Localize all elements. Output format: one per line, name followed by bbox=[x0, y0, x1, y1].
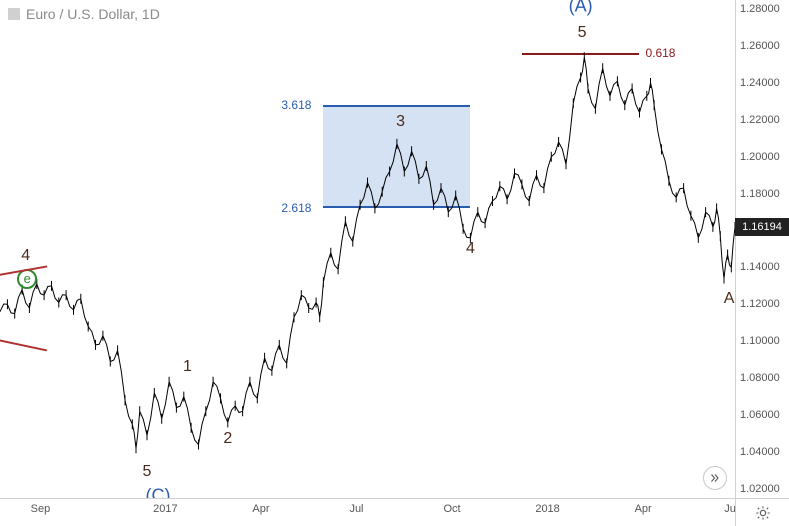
time-tick: Jul bbox=[349, 503, 363, 515]
price-tick: 1.18000 bbox=[740, 188, 780, 200]
chart-settings-button[interactable] bbox=[735, 498, 789, 526]
chart-title-bar: Euro / U.S. Dollar, 1D bbox=[8, 6, 160, 22]
price-tick: 1.12000 bbox=[740, 298, 780, 310]
time-axis[interactable]: Sep2017AprJulOct2018AprJul bbox=[0, 498, 735, 526]
scroll-to-latest-button[interactable] bbox=[703, 466, 727, 490]
wave-label[interactable]: 2 bbox=[223, 430, 232, 448]
time-tick: 2018 bbox=[535, 503, 559, 515]
price-tick: 1.20000 bbox=[740, 151, 780, 163]
wave-label[interactable]: 1 bbox=[183, 358, 192, 376]
wave-label[interactable]: A bbox=[724, 290, 735, 308]
chevron-double-right-icon bbox=[709, 472, 721, 484]
price-tick: 1.14000 bbox=[740, 261, 780, 273]
current-price-badge: 1.16194 bbox=[735, 218, 789, 236]
price-axis[interactable]: 1.02000 1.04000 1.06000 1.08000 1.10000 1.120… bbox=[735, 0, 789, 498]
tradingview-logo-icon bbox=[8, 8, 20, 20]
wave-label[interactable]: 4 bbox=[21, 247, 30, 265]
price-series bbox=[0, 0, 735, 498]
price-tick: 1.08000 bbox=[740, 372, 780, 384]
wave-label[interactable]: 4 bbox=[466, 240, 475, 258]
wave-label[interactable]: (C) bbox=[146, 486, 171, 498]
price-tick: 1.28000 bbox=[740, 3, 780, 15]
wave-label[interactable]: (A) bbox=[569, 0, 593, 16]
price-tick: 1.10000 bbox=[740, 335, 780, 347]
time-tick: Oct bbox=[443, 503, 460, 515]
chart-title: Euro / U.S. Dollar, 1D bbox=[26, 6, 160, 22]
gear-icon bbox=[755, 505, 771, 521]
wave-label[interactable]: 3 bbox=[396, 113, 405, 131]
price-tick: 1.24000 bbox=[740, 77, 780, 89]
price-tick: 1.26000 bbox=[740, 40, 780, 52]
price-tick: 1.04000 bbox=[740, 446, 780, 458]
plot-area[interactable]: 3.618 2.618 0.618 4e125(C)345(A)A bbox=[0, 0, 735, 498]
price-tick: 1.02000 bbox=[740, 483, 780, 495]
time-tick: 2017 bbox=[153, 503, 177, 515]
time-tick: Sep bbox=[31, 503, 51, 515]
price-tick: 1.06000 bbox=[740, 409, 780, 421]
wave-label[interactable]: 5 bbox=[578, 24, 587, 42]
price-tick: 1.22000 bbox=[740, 114, 780, 126]
time-tick: Apr bbox=[635, 503, 652, 515]
chart-root: Euro / U.S. Dollar, 1D 3.618 2.618 0.618… bbox=[0, 0, 789, 526]
time-tick: Apr bbox=[252, 503, 269, 515]
wave-label[interactable]: 5 bbox=[143, 463, 152, 481]
